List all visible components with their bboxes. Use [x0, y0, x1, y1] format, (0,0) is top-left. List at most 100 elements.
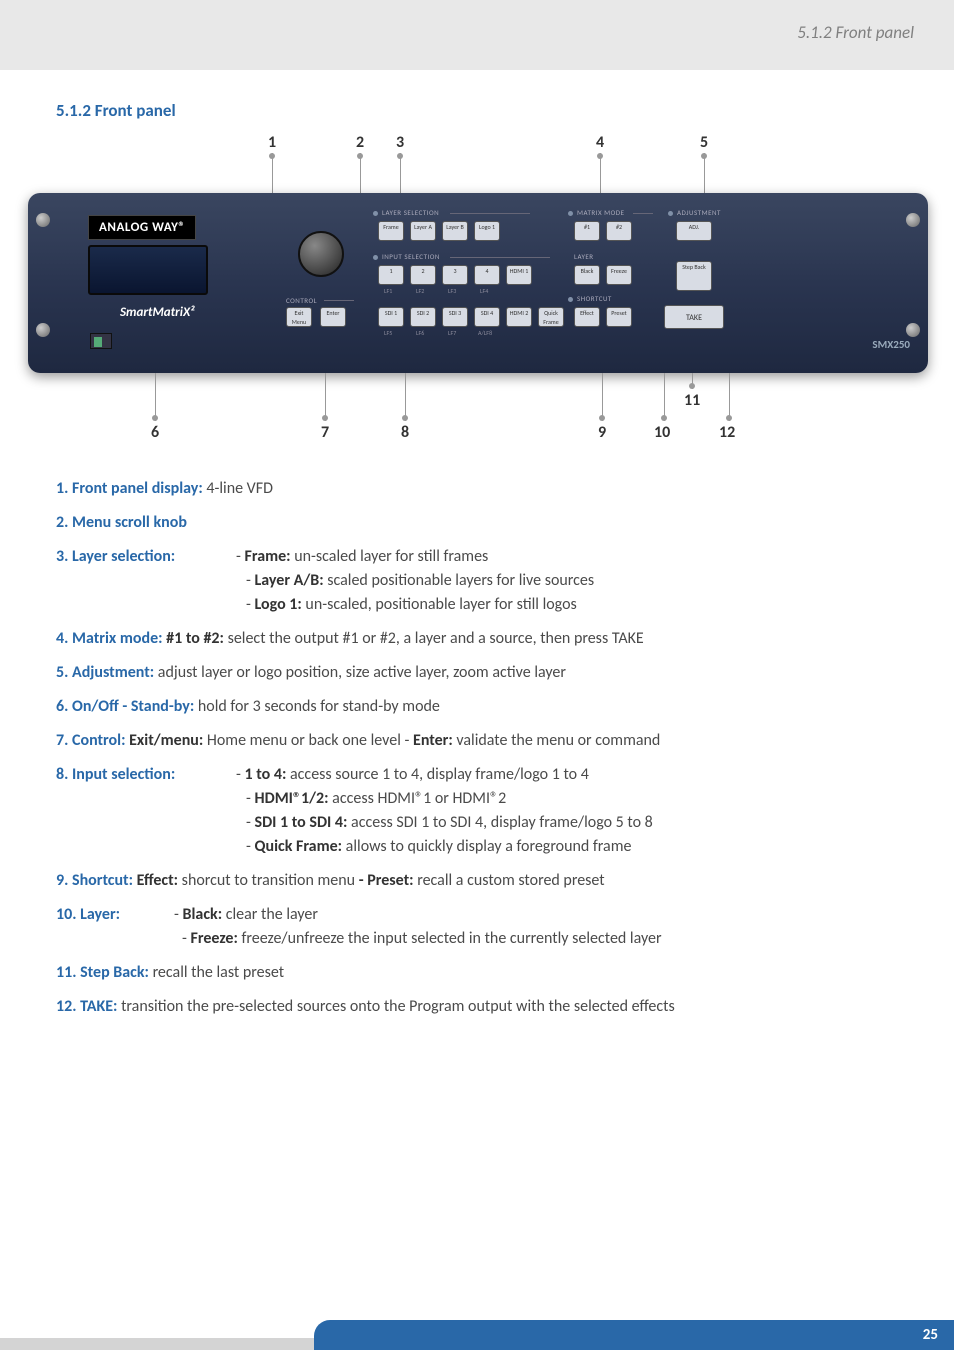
sublabel: LF1 [384, 287, 392, 295]
frame-button[interactable]: Frame [378, 221, 404, 241]
quick-frame-button[interactable]: Quick Frame [538, 307, 564, 327]
model-label: SmartMatriX² [120, 305, 195, 320]
input-1-button[interactable]: 1 [378, 265, 404, 285]
callout-10: 10 [654, 423, 670, 442]
footer-blue-bar [314, 1320, 954, 1350]
desc-lead: 1. Front panel display: [56, 479, 206, 498]
callout-3: 3 [396, 133, 404, 152]
sdi-3-button[interactable]: SDI 3 [442, 307, 468, 327]
desc-text: clear the layer [222, 905, 318, 924]
logo-1-button[interactable]: Logo 1 [474, 221, 500, 241]
adj-button[interactable]: ADJ. [676, 221, 712, 241]
desc-text: recall a custom stored preset [414, 871, 605, 890]
sublabel: LF4 [480, 287, 488, 295]
screw-icon [36, 323, 50, 337]
desc-bold: Freeze: [191, 929, 238, 948]
callout-11: 11 [684, 391, 700, 410]
leader-dot [357, 153, 363, 159]
front-panel-diagram: 1 2 3 4 5 ANALOG WAY® SmartMatriX² L [56, 133, 898, 453]
step-back-button[interactable]: Step Back [676, 261, 712, 291]
desc-lead: 11. Step Back: [56, 963, 153, 982]
desc-bold: Exit/menu: [129, 731, 203, 750]
leader-dot [701, 153, 707, 159]
leader [602, 373, 603, 421]
callout-2: 2 [356, 133, 364, 152]
desc-item-8: 8. Input selection:- 1 to 4: access sour… [56, 763, 898, 859]
desc-line: - Layer A/B: scaled positionable layers … [56, 569, 898, 593]
section-line [450, 213, 530, 214]
sdi-4-button[interactable]: SDI 4 [474, 307, 500, 327]
desc-text: transition the pre-selected sources onto… [121, 997, 675, 1016]
leader [405, 373, 406, 421]
leader-dot [689, 383, 695, 389]
menu-knob[interactable] [298, 231, 344, 277]
desc-lead: 6. On/Off - Stand-by: [56, 697, 198, 716]
desc-bold: Frame: [245, 547, 291, 566]
leader [600, 153, 601, 193]
section-label: ADJUSTMENT [677, 208, 721, 217]
desc-item-11: 11. Step Back: recall the last preset [56, 961, 898, 985]
desc-bold: Quick Frame: [255, 837, 343, 856]
desc-bold: 1 to 4: [245, 765, 287, 784]
callout-1: 1 [268, 133, 276, 152]
desc-text: 4-line VFD [206, 479, 273, 498]
section-line [324, 300, 354, 301]
layer-a-button[interactable]: Layer A [410, 221, 436, 241]
screw-icon [906, 323, 920, 337]
power-switch[interactable] [90, 333, 112, 349]
desc-item-10: 10. Layer:- Black: clear the layer - Fre… [56, 903, 898, 951]
desc-item-6: 6. On/Off - Stand-by: hold for 3 seconds… [56, 695, 898, 719]
section-label: LAYER SELECTION [382, 208, 439, 217]
desc-lead: 7. Control: [56, 731, 129, 750]
layer-b-button[interactable]: Layer B [442, 221, 468, 241]
desc-text: Home menu or back one level - [203, 731, 413, 750]
desc-line: - SDI 1 to SDI 4: access SDI 1 to SDI 4,… [56, 811, 898, 835]
desc-bold: Black: [183, 905, 223, 924]
leader-dot [152, 415, 158, 421]
input-3-button[interactable]: 3 [442, 265, 468, 285]
desc-text: shorcut to transition menu [178, 871, 359, 890]
section-label: LAYER [574, 252, 594, 261]
model-code: SMX250 [872, 338, 910, 351]
desc-line: - Quick Frame: allows to quickly display… [56, 835, 898, 859]
callout-8: 8 [401, 423, 409, 442]
desc-text: un-scaled, positionable layer for still … [302, 595, 577, 614]
take-button[interactable]: TAKE [664, 305, 724, 329]
desc-item-9: 9. Shortcut: Effect: shorcut to transiti… [56, 869, 898, 893]
matrix-2-button[interactable]: #2 [606, 221, 632, 241]
desc-item-2: 2. Menu scroll knob [56, 511, 898, 535]
freeze-button[interactable]: Freeze [606, 265, 632, 285]
desc-bold: Layer A/B: [255, 571, 324, 590]
exit-menu-button[interactable]: Exit Menu [286, 307, 312, 327]
desc-lead: 4. Matrix mode: [56, 629, 166, 648]
sublabel: LF5 [384, 329, 392, 337]
brand-logo: ANALOG WAY® [88, 215, 196, 240]
desc-item-3: 3. Layer selection:- Frame: un-scaled la… [56, 545, 898, 617]
desc-lead: 12. TAKE: [56, 997, 121, 1016]
leader-dot [269, 153, 275, 159]
desc-lead: 5. Adjustment: [56, 663, 158, 682]
input-2-button[interactable]: 2 [410, 265, 436, 285]
hdmi-2-button[interactable]: HDMI 2 [506, 307, 532, 327]
enter-button[interactable]: Enter [320, 307, 346, 327]
desc-line: - HDMI®1/2: access HDMI®1 or HDMI®2 [56, 787, 898, 811]
preset-button[interactable]: Preset [606, 307, 632, 327]
desc-text: select the output #1 or #2, a layer and … [224, 629, 644, 648]
effect-button[interactable]: Effect [574, 307, 600, 327]
black-button[interactable]: Black [574, 265, 600, 285]
input-4-button[interactable]: 4 [474, 265, 500, 285]
matrix-1-button[interactable]: #1 [574, 221, 600, 241]
desc-item-12: 12. TAKE: transition the pre-selected so… [56, 995, 898, 1019]
hdmi-1-button[interactable]: HDMI 1 [506, 265, 532, 285]
screw-icon [906, 213, 920, 227]
section-label: CONTROL [286, 296, 317, 305]
page-header: 5.1.2 Front panel [0, 0, 954, 70]
sdi-2-button[interactable]: SDI 2 [410, 307, 436, 327]
sdi-1-button[interactable]: SDI 1 [378, 307, 404, 327]
section-label: MATRIX MODE [577, 208, 625, 217]
desc-text: scaled positionable layers for live sour… [324, 571, 595, 590]
callout-6: 6 [151, 423, 159, 442]
desc-item-1: 1. Front panel display: 4-line VFD [56, 477, 898, 501]
dash: - [246, 595, 255, 614]
section-dot [668, 211, 673, 216]
